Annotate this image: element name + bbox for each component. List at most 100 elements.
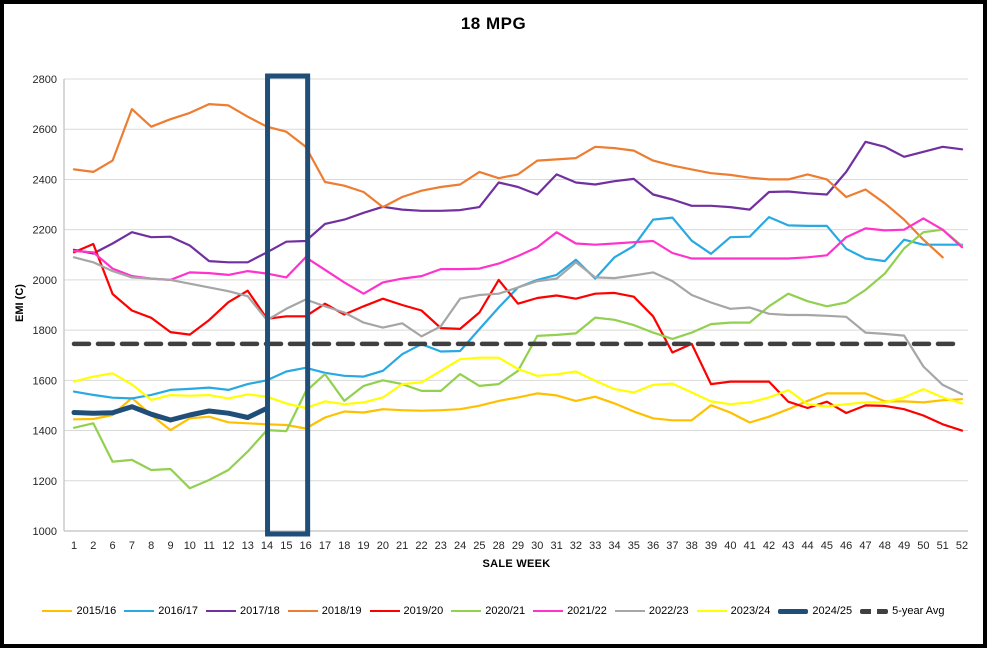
x-tick-label: 34 xyxy=(608,540,620,552)
legend-label: 2021/22 xyxy=(567,605,607,617)
x-tick-label: 18 xyxy=(338,540,350,552)
x-tick-label: 48 xyxy=(879,540,891,552)
x-tick-label: 41 xyxy=(744,540,756,552)
x-tick-label: 11 xyxy=(203,540,214,552)
x-tick-label: 46 xyxy=(840,540,852,552)
legend-label: 2022/23 xyxy=(648,605,689,617)
legend-item-2023-24: 2023/24 xyxy=(696,605,771,617)
legend-item-5-year-avg: 5-year Avg xyxy=(860,605,945,617)
x-tick-label: 10 xyxy=(184,540,196,552)
series-line-2023-24 xyxy=(72,356,964,410)
series-line-2021-22 xyxy=(72,217,964,295)
x-axis-title: SALE WEEK xyxy=(482,558,551,570)
legend: 2015/16 2016/17 2017/18 2018/19 2019/20 2020/… xyxy=(4,600,983,622)
x-tick-label: 51 xyxy=(937,540,949,552)
legend-marker-2019-20-icon xyxy=(369,609,400,613)
x-tick-label: 13 xyxy=(242,540,254,552)
legend-label: 5-year Avg xyxy=(892,605,945,617)
legend-label: 2024/25 xyxy=(812,605,853,617)
x-tick-label: 20 xyxy=(377,540,389,552)
x-tick-label: 32 xyxy=(570,540,582,552)
x-tick-label: 14 xyxy=(261,540,273,552)
series-line-2017-18 xyxy=(72,140,964,264)
legend-item-2022-23: 2022/23 xyxy=(614,605,689,617)
x-tick-label: 1 xyxy=(71,540,77,552)
legend-label: 2015/16 xyxy=(76,605,117,617)
x-tick-label: 40 xyxy=(724,540,736,552)
plot-area: 1000 1200 1400 1600 1800 2000 2200 2400 2600 2800… xyxy=(33,73,968,552)
x-tick-label: 8 xyxy=(148,540,154,552)
y-tick-label: 2000 xyxy=(33,275,57,287)
series-line-2024-25 xyxy=(71,404,270,423)
y-tick-label: 2600 xyxy=(33,124,57,136)
y-tick-label: 1000 xyxy=(33,526,57,538)
x-tick-label: 33 xyxy=(589,540,601,552)
x-tick-label: 7 xyxy=(129,540,135,552)
y-tick-label: 1400 xyxy=(33,426,57,438)
legend-item-2020-21: 2020/21 xyxy=(451,605,525,617)
y-tick-label: 2800 xyxy=(33,74,57,86)
legend-marker-2022-23-icon xyxy=(614,609,645,613)
x-tick-label: 15 xyxy=(280,540,292,552)
legend-item-2016-17: 2016/17 xyxy=(124,605,198,617)
x-tick-label: 44 xyxy=(801,540,813,552)
y-tick-label: 1600 xyxy=(33,375,57,387)
y-tick-label: 1200 xyxy=(33,476,57,488)
x-tick-label: 28 xyxy=(493,540,505,552)
legend-item-2021-22: 2021/22 xyxy=(533,605,607,617)
x-tick-label: 52 xyxy=(956,540,968,552)
x-tick-label: 24 xyxy=(454,540,466,552)
chart-title: 18 MPG xyxy=(460,14,527,33)
x-tick-label: 30 xyxy=(531,540,543,552)
x-tick-label: 37 xyxy=(666,540,678,552)
x-tick-label: 19 xyxy=(357,540,369,552)
x-tick-label: 36 xyxy=(647,540,659,552)
x-tick-label: 9 xyxy=(167,540,173,552)
x-tick-label: 23 xyxy=(435,540,447,552)
legend-item-2019-20: 2019/20 xyxy=(369,605,444,617)
legend-marker-2021-22-icon xyxy=(533,609,564,613)
x-tick-label: 31 xyxy=(550,540,562,552)
legend-item-2018-19: 2018/19 xyxy=(287,605,362,617)
series-line-2018-19 xyxy=(72,103,944,259)
series-line-2022-23 xyxy=(72,256,964,396)
x-tick-label: 49 xyxy=(898,540,910,552)
x-tick-label: 47 xyxy=(859,540,871,552)
series-line-2020-21 xyxy=(72,228,964,490)
x-tick-label: 39 xyxy=(705,540,717,552)
legend-label: 2018/19 xyxy=(321,605,362,617)
x-tick-label: 22 xyxy=(415,540,427,552)
legend-label: 2019/20 xyxy=(403,605,444,617)
x-tick-label: 29 xyxy=(512,540,524,552)
x-tick-label: 50 xyxy=(917,540,929,552)
x-tick-label: 43 xyxy=(782,540,794,552)
legend-label: 2016/17 xyxy=(158,605,198,617)
legend-marker-2018-19-icon xyxy=(287,609,318,613)
x-tick-label: 6 xyxy=(110,540,116,552)
x-tick-label: 35 xyxy=(628,540,640,552)
y-tick-label: 2200 xyxy=(33,225,57,237)
y-tick-label: 1800 xyxy=(33,325,57,337)
legend-label: 2020/21 xyxy=(485,605,526,617)
legend-marker-5-year-avg-icon xyxy=(860,608,889,614)
legend-marker-2024-25-icon xyxy=(778,608,809,614)
legend-marker-2023-24-icon xyxy=(696,609,727,613)
legend-marker-2020-21-icon xyxy=(451,609,482,613)
legend-label: 2017/18 xyxy=(240,605,280,617)
x-tick-label: 12 xyxy=(222,540,234,552)
x-tick-label: 17 xyxy=(319,540,331,552)
x-tick-label: 42 xyxy=(763,540,775,552)
x-tick-label: 21 xyxy=(396,540,408,552)
legend-marker-2015-16-icon xyxy=(42,609,73,613)
x-tick-label: 16 xyxy=(300,540,312,552)
highlight-box xyxy=(265,73,311,537)
x-tick-label: 2 xyxy=(90,540,96,552)
x-tick-label: 38 xyxy=(686,540,698,552)
legend-label: 2023/24 xyxy=(730,605,771,617)
x-tick-label: 25 xyxy=(473,540,485,552)
series-line-2015-16 xyxy=(72,392,964,432)
y-tick-label: 2400 xyxy=(33,174,57,186)
legend-marker-2017-18-icon xyxy=(206,609,236,613)
legend-item-2024-25: 2024/25 xyxy=(778,605,852,617)
